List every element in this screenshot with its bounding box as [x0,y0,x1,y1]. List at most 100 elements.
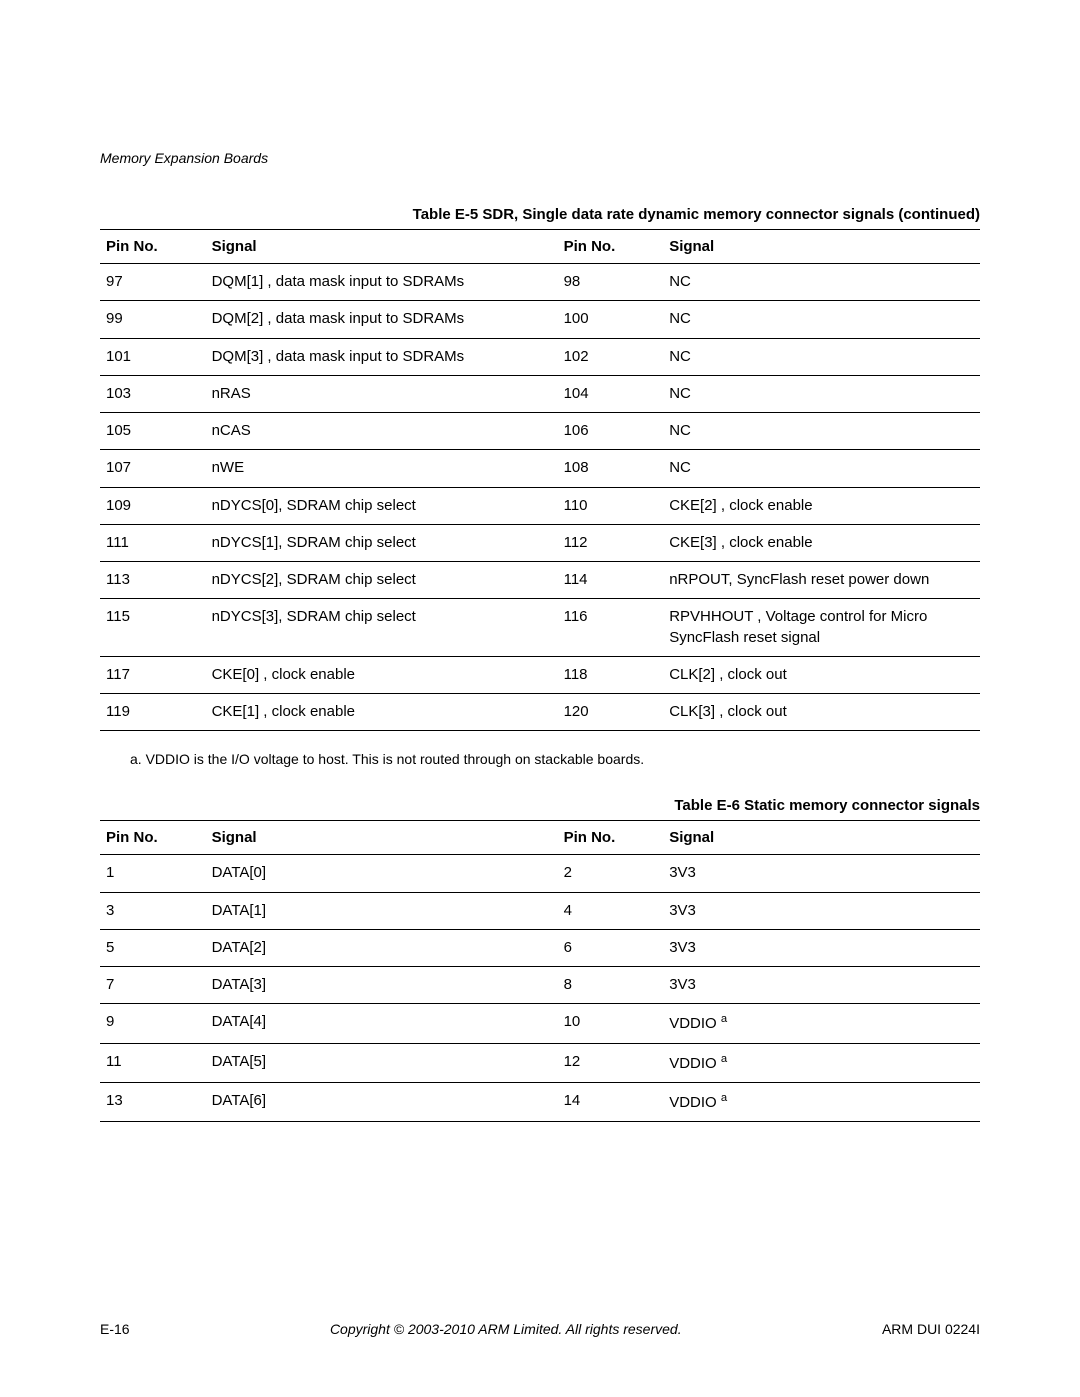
table-cell: 109 [100,487,206,524]
table-row: 119CKE[1] , clock enable120CLK[3] , cloc… [100,694,980,731]
table-row: 101DQM[3] , data mask input to SDRAMs102… [100,338,980,375]
table-cell: nDYCS[2], SDRAM chip select [206,562,558,599]
table-cell: NC [663,301,980,338]
table-cell: 1 [100,855,206,892]
footer-right: ARM DUI 0224I [882,1321,980,1337]
table-cell: RPVHHOUT , Voltage control for Micro Syn… [663,599,980,657]
table1-title: Table E-5 SDR, Single data rate dynamic … [100,206,980,223]
table-cell: CKE[0] , clock enable [206,656,558,693]
table-cell: 117 [100,656,206,693]
table-cell: 14 [558,1082,664,1121]
table-cell: CKE[1] , clock enable [206,694,558,731]
footer-center: Copyright © 2003-2010 ARM Limited. All r… [330,1321,682,1337]
table-cell: 12 [558,1043,664,1082]
table-cell: CLK[2] , clock out [663,656,980,693]
table-cell: 102 [558,338,664,375]
table-cell: DATA[3] [206,967,558,1004]
table-cell: 106 [558,413,664,450]
table-cell: 13 [100,1082,206,1121]
table2-header-row: Pin No. Signal Pin No. Signal [100,821,980,855]
table-cell: 104 [558,375,664,412]
table-cell: VDDIO a [663,1004,980,1043]
table-cell: 2 [558,855,664,892]
table-cell: CKE[3] , clock enable [663,524,980,561]
table-cell: 10 [558,1004,664,1043]
table-cell: 118 [558,656,664,693]
table-cell: nDYCS[1], SDRAM chip select [206,524,558,561]
table-cell: 8 [558,967,664,1004]
table-cell: 4 [558,892,664,929]
table-cell: DATA[6] [206,1082,558,1121]
table-cell: 114 [558,562,664,599]
table-cell: 3V3 [663,967,980,1004]
table1-col-pin1: Pin No. [100,230,206,264]
table-cell: nDYCS[0], SDRAM chip select [206,487,558,524]
table-row: 99DQM[2] , data mask input to SDRAMs100N… [100,301,980,338]
table-row: 7DATA[3]83V3 [100,967,980,1004]
table-cell: 110 [558,487,664,524]
table-cell: CKE[2] , clock enable [663,487,980,524]
table-cell: DATA[0] [206,855,558,892]
table-cell: nWE [206,450,558,487]
table-row: 117CKE[0] , clock enable118CLK[2] , cloc… [100,656,980,693]
table-row: 113nDYCS[2], SDRAM chip select114nRPOUT,… [100,562,980,599]
table-cell: 119 [100,694,206,731]
table2-col-pin2: Pin No. [558,821,664,855]
table-cell: nDYCS[3], SDRAM chip select [206,599,558,657]
table-cell: DQM[1] , data mask input to SDRAMs [206,264,558,301]
table-cell: 3 [100,892,206,929]
table1: Pin No. Signal Pin No. Signal 97DQM[1] ,… [100,229,980,731]
table-row: 5DATA[2]63V3 [100,929,980,966]
footnote-a: a. VDDIO is the I/O voltage to host. Thi… [130,751,980,767]
table-row: 109nDYCS[0], SDRAM chip select110CKE[2] … [100,487,980,524]
table-cell: 97 [100,264,206,301]
table-cell: 115 [100,599,206,657]
table-cell: 107 [100,450,206,487]
table-row: 97DQM[1] , data mask input to SDRAMs98NC [100,264,980,301]
table-cell: 5 [100,929,206,966]
table-row: 1DATA[0]23V3 [100,855,980,892]
table-cell: 7 [100,967,206,1004]
table-cell: NC [663,450,980,487]
table2-col-sig1: Signal [206,821,558,855]
table-row: 13DATA[6]14VDDIO a [100,1082,980,1121]
table-cell: 98 [558,264,664,301]
table-cell: 113 [100,562,206,599]
table-cell: DATA[2] [206,929,558,966]
table-cell: DATA[4] [206,1004,558,1043]
table-cell: nRAS [206,375,558,412]
table1-col-pin2: Pin No. [558,230,664,264]
table-cell: 103 [100,375,206,412]
table1-col-sig1: Signal [206,230,558,264]
table-row: 3DATA[1]43V3 [100,892,980,929]
table2-title: Table E-6 Static memory connector signal… [100,797,980,814]
table-row: 9DATA[4]10VDDIO a [100,1004,980,1043]
table-cell: VDDIO a [663,1082,980,1121]
table-cell: 3V3 [663,855,980,892]
table-cell: 6 [558,929,664,966]
table-cell: 101 [100,338,206,375]
page: Memory Expansion Boards Table E-5 SDR, S… [0,0,1080,1397]
table-cell: 11 [100,1043,206,1082]
table-cell: 120 [558,694,664,731]
table-cell: 3V3 [663,892,980,929]
table1-col-sig2: Signal [663,230,980,264]
table-row: 107nWE108NC [100,450,980,487]
table-cell: NC [663,338,980,375]
table-row: 11DATA[5]12VDDIO a [100,1043,980,1082]
table-row: 103nRAS104NC [100,375,980,412]
table-cell: nCAS [206,413,558,450]
table-cell: 105 [100,413,206,450]
table-cell: 100 [558,301,664,338]
table-row: 115nDYCS[3], SDRAM chip select116RPVHHOU… [100,599,980,657]
table-cell: NC [663,375,980,412]
table-cell: 108 [558,450,664,487]
table-row: 111nDYCS[1], SDRAM chip select112CKE[3] … [100,524,980,561]
table-cell: NC [663,413,980,450]
table2-col-sig2: Signal [663,821,980,855]
table-cell: 116 [558,599,664,657]
table-row: 105nCAS106NC [100,413,980,450]
table2-col-pin1: Pin No. [100,821,206,855]
table-cell: CLK[3] , clock out [663,694,980,731]
table-cell: 9 [100,1004,206,1043]
